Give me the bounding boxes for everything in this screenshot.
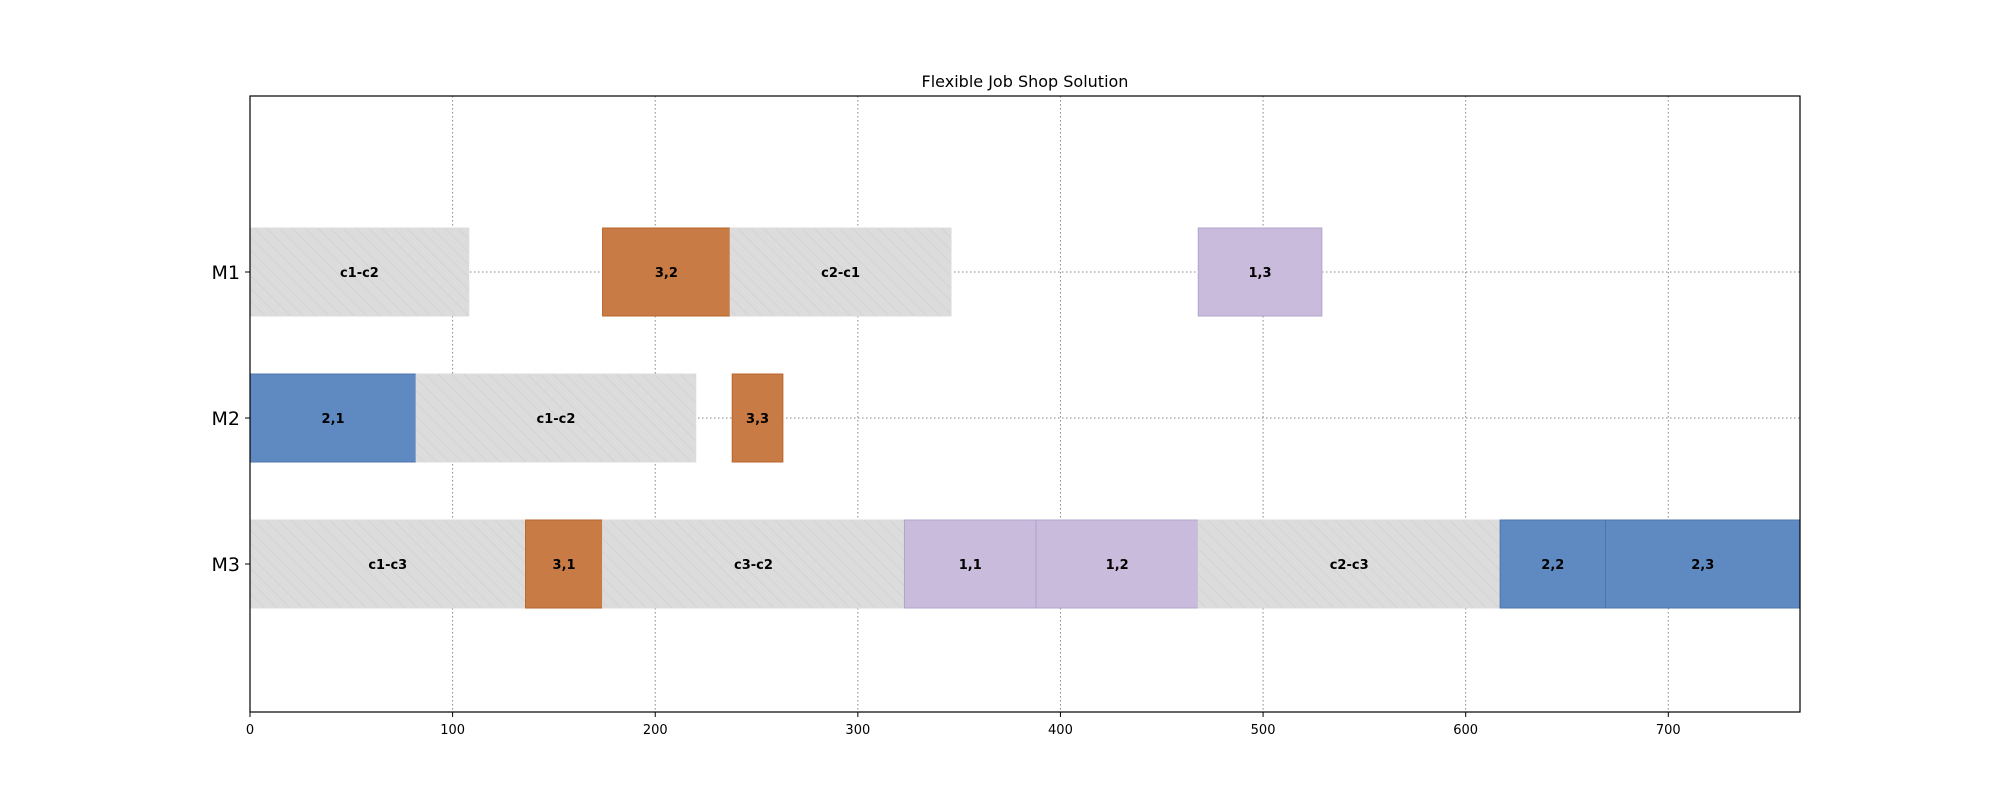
x-tick-label: 0	[246, 723, 254, 738]
x-tick-label: 500	[1251, 723, 1276, 738]
task-bar-changeover	[1197, 519, 1501, 609]
task-bar-job1	[1035, 519, 1199, 609]
task-bar-label: 3,2	[655, 266, 678, 281]
task-bar-label: c1-c2	[340, 266, 379, 281]
task-bar-changeover	[249, 519, 527, 609]
task-bar-label: 3,1	[553, 558, 576, 573]
y-axis: M1 M2 M3	[212, 262, 250, 576]
task-bar-job2	[1604, 519, 1801, 609]
x-tick-label: 200	[643, 723, 668, 738]
x-tick-label: 700	[1656, 723, 1681, 738]
task-bars: c1-c2 3,2 c2-c1 1,3 2,1 c1-c2 3,3 c1-c3 3,1 c3-c2…	[249, 227, 1801, 609]
task-bar-label: 1,2	[1106, 558, 1129, 573]
task-bar-job2	[1499, 519, 1606, 609]
x-tick-label: 100	[440, 723, 465, 738]
chart-title: Flexible Job Shop Solution	[922, 72, 1129, 91]
x-tick-label: 300	[845, 723, 870, 738]
task-bar-label: c1-c2	[536, 412, 575, 427]
x-axis: 0 100 200 300 400 500 600 700	[246, 712, 1681, 738]
machine-label: M1	[212, 262, 240, 284]
task-bar-job3	[602, 227, 731, 317]
task-bar-changeover	[249, 227, 470, 317]
task-bar-label: 3,3	[746, 412, 769, 427]
x-tick-label: 400	[1048, 723, 1073, 738]
task-bar-changeover	[415, 373, 697, 463]
task-bar-job1	[1197, 227, 1323, 317]
task-bar-label: 2,1	[322, 412, 345, 427]
task-bar-label: 1,3	[1249, 266, 1272, 281]
task-bar-job3	[731, 373, 784, 463]
task-bar-label: 2,3	[1691, 558, 1714, 573]
task-bar-label: 1,1	[959, 558, 982, 573]
task-bar-label: c1-c3	[368, 558, 407, 573]
task-bar-changeover	[602, 519, 905, 609]
plot-frame	[249, 95, 1801, 713]
task-bar-label: c3-c2	[734, 558, 773, 573]
task-bar-label: c2-c1	[821, 266, 860, 281]
task-bar-job2	[249, 373, 417, 463]
x-tick-label: 600	[1453, 723, 1478, 738]
machine-label: M2	[212, 408, 240, 430]
task-bar-label: 2,2	[1541, 558, 1564, 573]
task-bar-changeover	[729, 227, 952, 317]
machine-label: M3	[212, 554, 240, 576]
task-bar-label: c2-c3	[1330, 558, 1369, 573]
